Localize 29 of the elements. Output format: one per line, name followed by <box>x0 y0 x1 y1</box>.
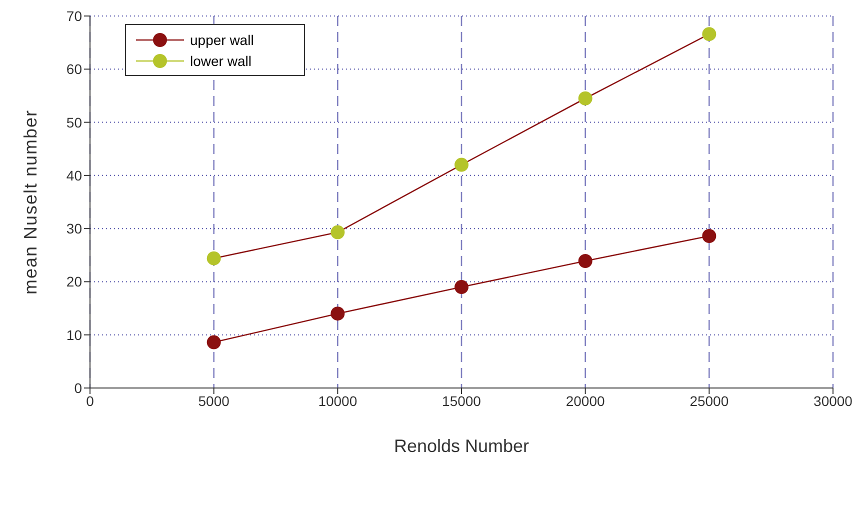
point <box>454 280 468 294</box>
y-axis-title: mean Nuselt number <box>20 109 40 295</box>
x-axis-title: Renolds Number <box>394 436 530 456</box>
point <box>578 254 592 268</box>
y-tick-label: 60 <box>66 61 82 78</box>
y-tick-label: 40 <box>66 167 82 184</box>
x-tick-label: 20000 <box>566 392 606 409</box>
y-tick-label: 30 <box>66 220 82 237</box>
point <box>702 229 716 244</box>
point <box>578 91 592 106</box>
legend-label: lower wall <box>190 52 252 68</box>
x-tick-label: 10000 <box>318 392 358 409</box>
x-tick-label: 5000 <box>198 392 230 409</box>
x-tick-label: 15000 <box>442 392 482 409</box>
point <box>206 335 221 350</box>
point <box>206 251 221 266</box>
y-tick-label: 20 <box>66 274 82 290</box>
point <box>702 27 716 42</box>
y-tick-label: 10 <box>66 326 82 343</box>
x-tick-label: 0 <box>86 392 94 409</box>
point <box>454 158 468 172</box>
y-tick-label: 50 <box>66 114 82 130</box>
point <box>330 225 345 240</box>
legend-label: upper wall <box>190 32 254 48</box>
x-tick-label: 25000 <box>690 392 729 409</box>
y-tick-label: 70 <box>66 8 82 24</box>
x-tick-label: 30000 <box>814 392 853 409</box>
y-tick-label: 0 <box>74 380 82 396</box>
point <box>330 306 345 321</box>
